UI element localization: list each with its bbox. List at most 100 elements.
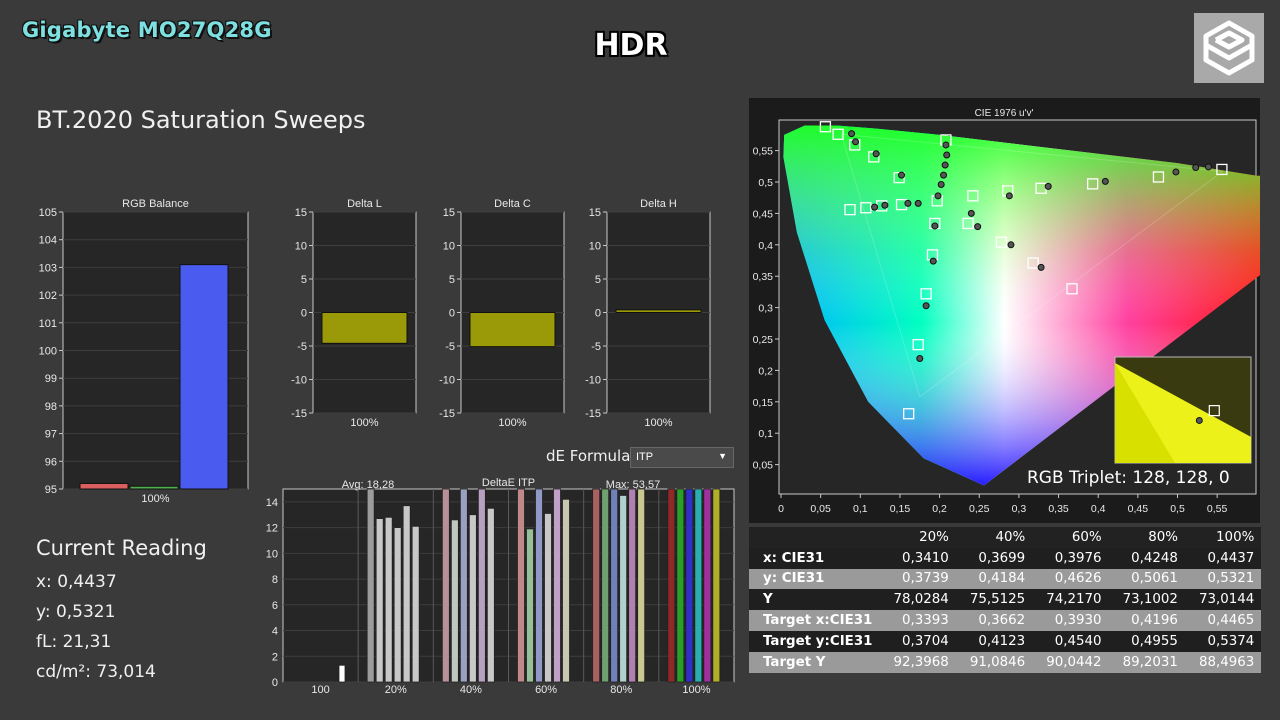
deltae-bar bbox=[393, 527, 402, 683]
table-cell: 75,5125 bbox=[969, 592, 1026, 608]
table-row: x: CIE31 0,3410 0,3699 0,3976 0,4248 0,4437 bbox=[749, 547, 1262, 569]
deltae-bar bbox=[562, 498, 570, 683]
delta-h-bar bbox=[615, 309, 702, 314]
delta-l-tick-label: -10 bbox=[291, 375, 307, 387]
table-column-header: 80% bbox=[1148, 529, 1178, 545]
table-cell: 0,4123 bbox=[978, 633, 1026, 649]
deltae-bar bbox=[486, 507, 495, 683]
table-cell: 0,4184 bbox=[978, 571, 1026, 587]
cie-measured-point bbox=[943, 151, 951, 159]
deltae-bar bbox=[338, 664, 346, 683]
row-label: Target Y bbox=[763, 654, 826, 670]
cie-measured-point bbox=[1172, 168, 1180, 176]
cie-measured-point bbox=[848, 130, 856, 138]
cie-measured-point bbox=[922, 302, 930, 310]
table-cell: 90,0442 bbox=[1046, 654, 1102, 670]
cie-x-tick-label: 0,45 bbox=[1128, 503, 1149, 515]
cie-inset-target bbox=[1208, 405, 1220, 417]
row-label: y: CIE31 bbox=[763, 571, 825, 587]
cie-y-tick-label: 0,25 bbox=[753, 334, 774, 346]
table-cell: 0,4626 bbox=[1054, 571, 1102, 587]
chevron-down-icon: ▼ bbox=[718, 451, 727, 461]
deltae-bar bbox=[450, 519, 459, 683]
deltae-group-label: 20% bbox=[385, 684, 407, 696]
cie-y-tick-label: 0,15 bbox=[753, 397, 774, 409]
delta-c-tick-label: 15 bbox=[443, 207, 455, 219]
deltae-tick-label: 14 bbox=[266, 497, 278, 509]
rgb-balance-tick-label: 96 bbox=[45, 456, 57, 468]
cie-measured-point bbox=[931, 222, 939, 230]
cie-inset-measured bbox=[1195, 416, 1203, 424]
cie-target-marker bbox=[844, 203, 856, 216]
delta-l-tick-label: 5 bbox=[301, 274, 307, 286]
rgb-balance-tick-label: 98 bbox=[45, 401, 57, 413]
cie-target-marker bbox=[912, 339, 924, 351]
delta-c-category-label: 100% bbox=[498, 417, 526, 429]
rgb-balance-tick-label: 95 bbox=[45, 484, 57, 496]
cie-measured-point bbox=[871, 203, 879, 211]
delta-h-tick-label: 15 bbox=[589, 207, 601, 219]
de-formula-select[interactable]: ITP ▼ bbox=[630, 447, 734, 468]
deltae-bar bbox=[411, 525, 420, 683]
cie-x-tick-label: 0,05 bbox=[810, 503, 831, 515]
deltae-bar bbox=[544, 513, 552, 683]
row-label: Target x:CIE31 bbox=[763, 613, 873, 629]
table-cell: 0,4540 bbox=[1054, 633, 1102, 649]
delta-h-title: Delta H bbox=[640, 198, 677, 210]
current-luminance: cd/m²: 73,014 bbox=[36, 662, 156, 682]
cie-measured-point bbox=[852, 138, 860, 146]
deltae-bar bbox=[375, 518, 384, 683]
rgb-balance-tick-label: 102 bbox=[39, 290, 57, 302]
table-cell: 0,4955 bbox=[1131, 633, 1178, 649]
deltae-group-label: 40% bbox=[460, 684, 482, 696]
de-formula-label: dE Formula: bbox=[546, 447, 636, 465]
deltae-tick-label: 8 bbox=[272, 574, 278, 586]
cie-measured-point bbox=[929, 257, 937, 265]
delta-h-tick-label: -10 bbox=[585, 375, 601, 387]
cie-measured-point bbox=[898, 171, 906, 179]
deltae-group-label: 60% bbox=[535, 684, 557, 696]
cube-logo-svg bbox=[1203, 20, 1255, 76]
cie-locus-overlay bbox=[783, 125, 1276, 486]
cie-x-tick-label: 0,1 bbox=[853, 503, 868, 515]
deltae-bar bbox=[601, 488, 610, 683]
table-cell: 88,4963 bbox=[1198, 654, 1255, 670]
cie-panel: CIE 1976 u'v' 0 0,05 0,1 0,15 0,2 0,25 0,3 0,35 0… bbox=[749, 98, 1276, 523]
deltae-tick-label: 12 bbox=[266, 523, 278, 535]
cie-y-tick-label: 0,2 bbox=[758, 365, 773, 377]
table-cell: 0,4437 bbox=[1207, 550, 1255, 566]
delta-l-bar bbox=[321, 312, 408, 344]
cie-x-tick-label: 0,3 bbox=[1012, 503, 1027, 515]
deltae-bar bbox=[477, 488, 486, 683]
table-cell: 73,1002 bbox=[1122, 592, 1178, 608]
table-cell: 91,0846 bbox=[969, 654, 1026, 670]
rgb-balance-tick-label: 105 bbox=[39, 207, 57, 219]
deltae-bar bbox=[712, 488, 721, 683]
table-cell: 0,5374 bbox=[1207, 633, 1255, 649]
deltae-tick-label: 6 bbox=[272, 600, 278, 612]
deltae-tick-label: 2 bbox=[272, 651, 278, 663]
table-header-row: 20% 40% 60% 80% 100% bbox=[749, 527, 1262, 548]
page-title: BT.2020 Saturation Sweeps bbox=[36, 106, 366, 134]
table-row: Y 78,0284 75,5125 74,2170 73,1002 73,0144 bbox=[749, 589, 1262, 611]
delta-c-title: Delta C bbox=[494, 198, 531, 210]
delta-c-tick-label: -15 bbox=[439, 408, 455, 420]
table-column-header: 40% bbox=[995, 529, 1026, 545]
deltae-group-label: 100% bbox=[682, 684, 710, 696]
delta-h-tick-label: 10 bbox=[589, 241, 601, 253]
deltae-bar bbox=[676, 488, 685, 683]
deltae-bar bbox=[703, 488, 712, 683]
cie-measured-point bbox=[1044, 182, 1052, 190]
table-cell: 0,3393 bbox=[901, 613, 949, 629]
table-row: Target y:CIE31 0,3704 0,4123 0,4540 0,4955 0,… bbox=[749, 630, 1262, 652]
table-cell: 0,3704 bbox=[901, 633, 949, 649]
cie-target-marker bbox=[832, 128, 844, 140]
deltae-bar bbox=[468, 514, 477, 683]
rgb-balance-bar-g bbox=[129, 485, 179, 490]
rgb-triplet: RGB Triplet: 128, 128, 0 bbox=[1027, 468, 1230, 488]
delta-h-category-label: 100% bbox=[644, 417, 672, 429]
table-row: Target x:CIE31 0,3393 0,3662 0,3930 0,4196 0,… bbox=[749, 610, 1262, 631]
cie-measured-point bbox=[941, 161, 949, 169]
deltae-max-label: Max: 53,57 bbox=[606, 479, 660, 491]
cie-x-tick-label: 0,25 bbox=[969, 503, 990, 515]
